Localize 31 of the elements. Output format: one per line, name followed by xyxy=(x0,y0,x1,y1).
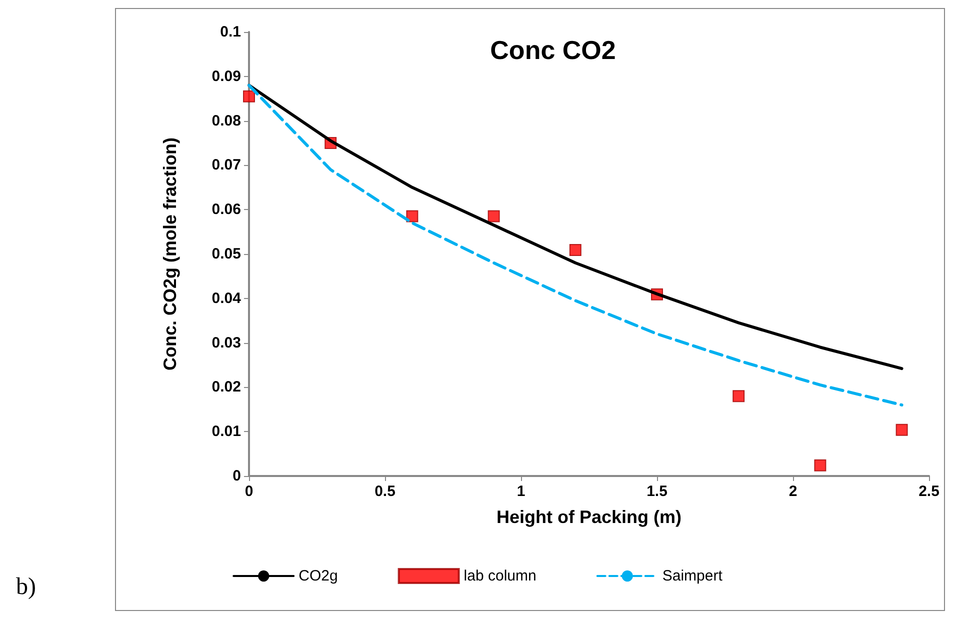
point xyxy=(488,210,500,222)
y-axis-title: Conc. CO2g (mole fraction) xyxy=(160,137,180,371)
point xyxy=(569,244,582,256)
y-tick-label: 0.06 xyxy=(212,201,241,218)
point xyxy=(814,459,826,472)
point xyxy=(406,210,418,222)
y-tick-label: 0 xyxy=(232,468,241,484)
point xyxy=(243,90,255,102)
legend-label: lab column xyxy=(464,568,536,584)
y-tick-label: 0.08 xyxy=(212,112,241,130)
y-tick-label: 0.07 xyxy=(212,156,241,174)
x-axis-title: Height of Packing (m) xyxy=(496,507,682,527)
x-tick-label: 2 xyxy=(788,483,798,500)
x-tick-label: 0.5 xyxy=(374,483,396,500)
point xyxy=(732,390,745,402)
point xyxy=(896,424,908,436)
y-tick-label: 0.05 xyxy=(212,246,241,262)
chart-title: Conc CO2 xyxy=(490,35,616,65)
legend-label: Saimpert xyxy=(662,568,724,584)
y-tick-label: 0.1 xyxy=(220,24,241,40)
y-tick-label: 0.04 xyxy=(212,290,242,307)
y-tick-label: 0.09 xyxy=(212,68,241,85)
x-tick-label: 1 xyxy=(516,483,526,500)
y-tick-label: 0.01 xyxy=(212,423,241,440)
x-tick-label: 1.5 xyxy=(646,483,668,500)
y-tick-label: 0.03 xyxy=(212,334,241,352)
legend-label: CO2g xyxy=(298,568,338,584)
x-tick-label: 0 xyxy=(244,483,254,500)
x-tick-label: 2.5 xyxy=(918,483,940,500)
y-tick-label: 0.02 xyxy=(212,378,241,396)
text: b) xyxy=(16,574,36,600)
